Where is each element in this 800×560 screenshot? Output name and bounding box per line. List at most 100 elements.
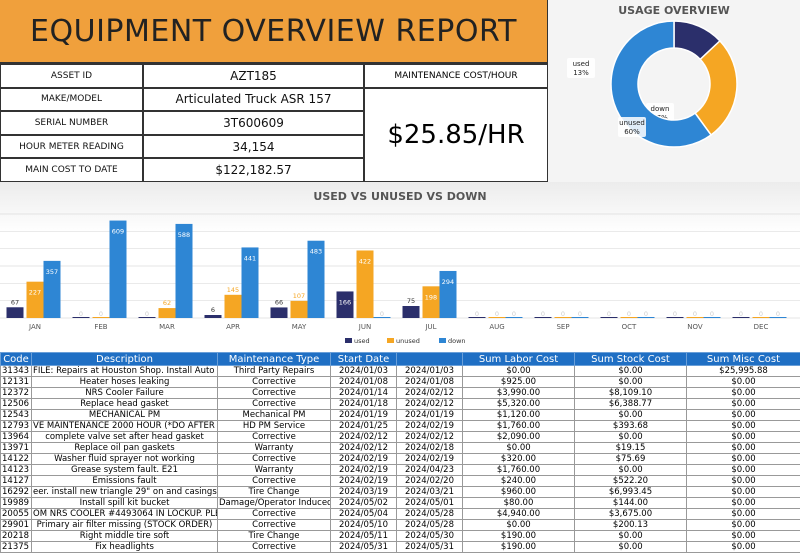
- x-tick-label: OCT: [622, 323, 637, 331]
- bar-unused-jul: [422, 286, 440, 318]
- table-cell: 2024/01/19: [396, 409, 463, 421]
- make-model-label: MAKE/MODEL: [0, 87, 143, 112]
- bar-unused-feb: [92, 317, 110, 318]
- table-row[interactable]: 19989 Install spill kit bucket Damage/Oper…: [0, 497, 800, 509]
- table-row[interactable]: 31343 FILE: Repairs at Houston Shop. Inst…: [0, 365, 800, 377]
- bar-value-down-jun: 0: [380, 310, 384, 318]
- table-cell: 2024/05/30: [396, 530, 463, 542]
- table-row[interactable]: 12131 Heater hoses leaking Corrective 2024/…: [0, 376, 800, 388]
- main-cost-label: MAIN COST TO DATE: [0, 158, 143, 182]
- bar-value-unused-sep: 0: [561, 310, 565, 318]
- table-cell: Primary air filter missing (STOCK ORDER): [31, 519, 218, 531]
- table-cell: $0.00: [574, 530, 687, 542]
- table-cell: $6,993.45: [574, 486, 687, 498]
- bar-down-oct: [637, 317, 655, 318]
- table-row[interactable]: 13971 Replace oil pan gaskets Warranty 2024…: [0, 442, 800, 454]
- bar-value-used-feb: 0: [79, 310, 83, 318]
- column-header[interactable]: Description: [31, 352, 218, 366]
- table-row[interactable]: 14127 Emissions fault Corrective 2024/02/19…: [0, 475, 800, 487]
- table-row[interactable]: 12793 VE MAINTENANCE 2000 HOUR (*DO AFTER…: [0, 420, 800, 432]
- table-cell: $6,388.77: [574, 398, 687, 410]
- table-cell: Damage/Operator Induced: [217, 497, 331, 509]
- column-header[interactable]: Maintenance Type: [217, 352, 331, 366]
- bar-value-down-apr: 441: [244, 254, 256, 262]
- donut-label-box-used: [567, 58, 595, 78]
- table-cell: 2024/05/28: [396, 508, 463, 520]
- donut-label-unused: unused: [619, 119, 645, 127]
- table-cell: $0.00: [686, 442, 800, 454]
- column-header[interactable]: Sum Misc Cost: [686, 352, 800, 366]
- usage-bar-chart-panel: USED VS UNUSED VS DOWN 67 227 357 JAN 0 0 609 F…: [0, 182, 800, 352]
- table-cell: $0.00: [686, 508, 800, 520]
- table-cell: 2024/01/18: [330, 398, 397, 410]
- bar-unused-apr: [224, 294, 242, 318]
- bar-value-used-nov: 0: [673, 310, 677, 318]
- table-row[interactable]: 12372 NRS Cooler Failure Corrective 2024/01…: [0, 387, 800, 399]
- table-cell: Grease system fault. E21: [31, 464, 218, 476]
- table-row[interactable]: 29901 Primary air filter missing (STOCK O…: [0, 519, 800, 531]
- bar-value-unused-jun: 422: [359, 257, 371, 265]
- table-cell: $200.13: [574, 519, 687, 531]
- column-header[interactable]: Code: [0, 352, 32, 366]
- table-row[interactable]: 20055 OM NRS COOLER #4493064 IN LOCKUP. P…: [0, 508, 800, 520]
- table-cell: $3,675.00: [574, 508, 687, 520]
- table-cell: 2024/02/12: [330, 431, 397, 443]
- table-row[interactable]: 14123 Grease system fault. E21 Warranty 202…: [0, 464, 800, 476]
- table-cell: Washer fluid sprayer not working: [31, 453, 218, 465]
- table-cell: Corrective: [217, 376, 331, 388]
- table-row[interactable]: 12543 MECHANICAL PM Mechanical PM 2024/01/1…: [0, 409, 800, 421]
- table-cell: $0.00: [686, 453, 800, 465]
- table-cell: $320.00: [462, 453, 575, 465]
- table-cell: 12131: [0, 376, 32, 388]
- table-cell: 12506: [0, 398, 32, 410]
- table-cell: $19.15: [574, 442, 687, 454]
- table-cell: $0.00: [686, 420, 800, 432]
- table-row[interactable]: 14122 Washer fluid sprayer not working Cor…: [0, 453, 800, 465]
- column-header[interactable]: Sum Labor Cost: [462, 352, 575, 366]
- bar-used-sep: [534, 317, 552, 318]
- column-header[interactable]: Sum Stock Cost: [574, 352, 687, 366]
- bar-value-down-aug: 0: [512, 310, 516, 318]
- table-cell: Install spill kit bucket: [31, 497, 218, 509]
- bar-chart-title: USED VS UNUSED VS DOWN: [313, 190, 487, 203]
- bar-down-jan: [43, 260, 61, 318]
- table-cell: $190.00: [462, 541, 575, 553]
- column-header[interactable]: [396, 352, 463, 366]
- column-header[interactable]: Start Date: [330, 352, 397, 366]
- legend-label-down: down: [448, 337, 466, 345]
- donut-value-unused: 60%: [624, 128, 640, 136]
- table-cell: eer. install new triangle 29" on and cas…: [31, 486, 218, 498]
- table-row[interactable]: 16292 eer. install new triangle 29" on an…: [0, 486, 800, 498]
- table-cell: 2024/01/03: [396, 365, 463, 377]
- table-cell: 12543: [0, 409, 32, 421]
- table-cell: 2024/02/18: [396, 442, 463, 454]
- bar-value-down-may: 483: [310, 248, 322, 256]
- bar-value-unused-dec: 0: [759, 310, 763, 318]
- table-cell: $80.00: [462, 497, 575, 509]
- table-cell: 2024/02/19: [330, 464, 397, 476]
- table-cell: $0.00: [462, 442, 575, 454]
- table-cell: 12372: [0, 387, 32, 399]
- table-cell: $144.00: [574, 497, 687, 509]
- table-row[interactable]: 20218 Right middle tire soft Tire Change 20…: [0, 530, 800, 542]
- table-row[interactable]: 13964 complete valve set after head gaske…: [0, 431, 800, 443]
- table-cell: $522.20: [574, 475, 687, 487]
- table-cell: Corrective: [217, 387, 331, 399]
- table-cell: 2024/02/19: [330, 453, 397, 465]
- table-cell: MECHANICAL PM: [31, 409, 218, 421]
- table-cell: Heater hoses leaking: [31, 376, 218, 388]
- table-row[interactable]: 12506 Replace head gasket Corrective 2024/0…: [0, 398, 800, 410]
- bar-used-feb: [72, 317, 90, 318]
- bar-value-down-oct: 0: [644, 310, 648, 318]
- table-cell: 2024/05/02: [330, 497, 397, 509]
- table-cell: $0.00: [686, 530, 800, 542]
- table-cell: 2024/05/28: [396, 519, 463, 531]
- table-cell: $0.00: [686, 464, 800, 476]
- bar-value-used-may: 66: [275, 298, 283, 306]
- maintenance-cost-value: $25.85/HR: [364, 87, 548, 182]
- table-row[interactable]: 21375 Fix headlights Corrective 2024/05/31 2…: [0, 541, 800, 553]
- bar-value-unused-feb: 0: [99, 310, 103, 318]
- table-cell: 2024/02/19: [396, 453, 463, 465]
